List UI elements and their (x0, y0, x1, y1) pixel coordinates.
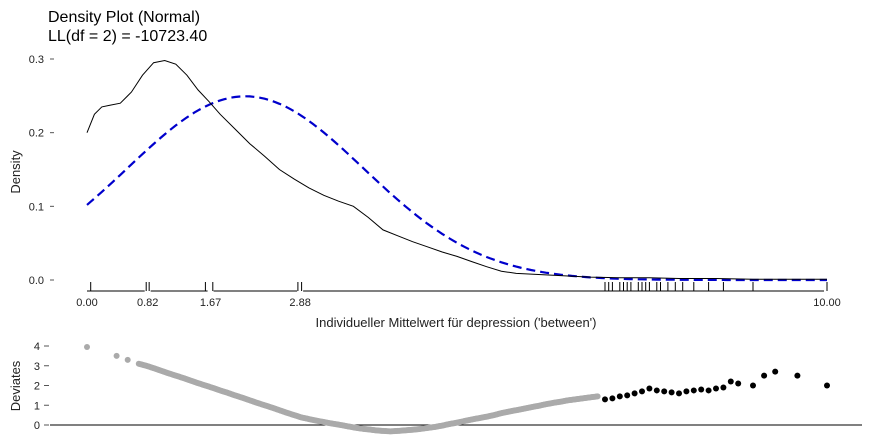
normal-density-curve (86, 95, 827, 282)
deviate-point-outlier (616, 393, 623, 400)
deviate-point-outlier (676, 390, 682, 397)
deviates-y-tick-label: 1 (34, 400, 40, 412)
deviate-point-outlier (602, 396, 608, 403)
density-x-tick-label: 0.00 (76, 297, 97, 309)
deviate-point-outlier (727, 378, 734, 385)
deviates-y-tick-label: 0 (34, 420, 40, 432)
density-x-tick-label: 10.00 (813, 297, 841, 309)
deviate-point (594, 393, 601, 400)
deviate-point-outlier (639, 388, 645, 395)
deviate-point-outlier (720, 384, 727, 391)
deviate-point-outlier (609, 395, 616, 402)
density-x-label: Individueller Mittelwert für depression … (316, 315, 597, 330)
deviate-point-outlier (668, 389, 675, 396)
deviate-point-outlier (661, 388, 668, 395)
deviate-point-outlier (735, 380, 742, 387)
deviate-point-outlier (631, 390, 638, 397)
deviate-point (124, 356, 131, 363)
deviates-y-label: Deviates (8, 360, 23, 411)
chart-title: Density Plot (Normal) (48, 9, 200, 26)
deviate-point-outlier (713, 385, 719, 392)
density-x-tick-label: 1.67 (200, 297, 221, 309)
deviates-y-ticks: 0 1 2 3 4 (34, 341, 49, 432)
density-y-label: Density (8, 150, 23, 194)
deviate-point-outlier (698, 386, 705, 393)
density-y-ticks: 0.0 0.1 0.2 0.3 (29, 54, 54, 287)
density-y-tick-label: 0.3 (29, 54, 44, 66)
deviate-point-outlier (624, 392, 631, 399)
density-x-tick-label: 0.82 (137, 297, 158, 309)
deviate-point-outlier (761, 372, 768, 379)
rug-ticks (90, 282, 828, 291)
density-panel: 0.0 0.1 0.2 0.3 Density 0.00 0.82 1.67 2.88 10.… (8, 54, 841, 330)
deviate-point-outlier (690, 387, 697, 394)
density-x-ticks: 0.00 0.82 1.67 2.88 10.00 (76, 297, 840, 309)
density-y-tick-label: 0.2 (29, 128, 44, 140)
deviates-y-tick-label: 3 (34, 361, 40, 373)
chart-subtitle: LL(df = 2) = -10723.40 (48, 28, 207, 45)
deviate-point-outlier (646, 385, 653, 392)
deviate-point-outlier (683, 388, 690, 395)
density-y-tick-label: 0.1 (29, 201, 44, 213)
density-y-tick-label: 0.0 (29, 275, 44, 287)
deviate-point (113, 352, 120, 359)
kernel-density-curve (86, 59, 827, 280)
deviates-y-tick-label: 4 (34, 341, 40, 353)
deviate-point (84, 343, 90, 350)
deviate-point-outlier (772, 368, 779, 375)
deviate-point-outlier (653, 387, 660, 394)
deviate-point-outlier (750, 382, 756, 389)
deviate-point-outlier (824, 382, 830, 389)
deviate-point-outlier (705, 387, 712, 394)
deviates-panel: 0 1 2 3 4 Deviates (8, 341, 862, 435)
deviate-point-outlier (794, 372, 801, 379)
deviates-y-tick-label: 2 (34, 381, 40, 393)
density-x-tick-label: 2.88 (289, 297, 310, 309)
deviates-points (84, 343, 830, 435)
